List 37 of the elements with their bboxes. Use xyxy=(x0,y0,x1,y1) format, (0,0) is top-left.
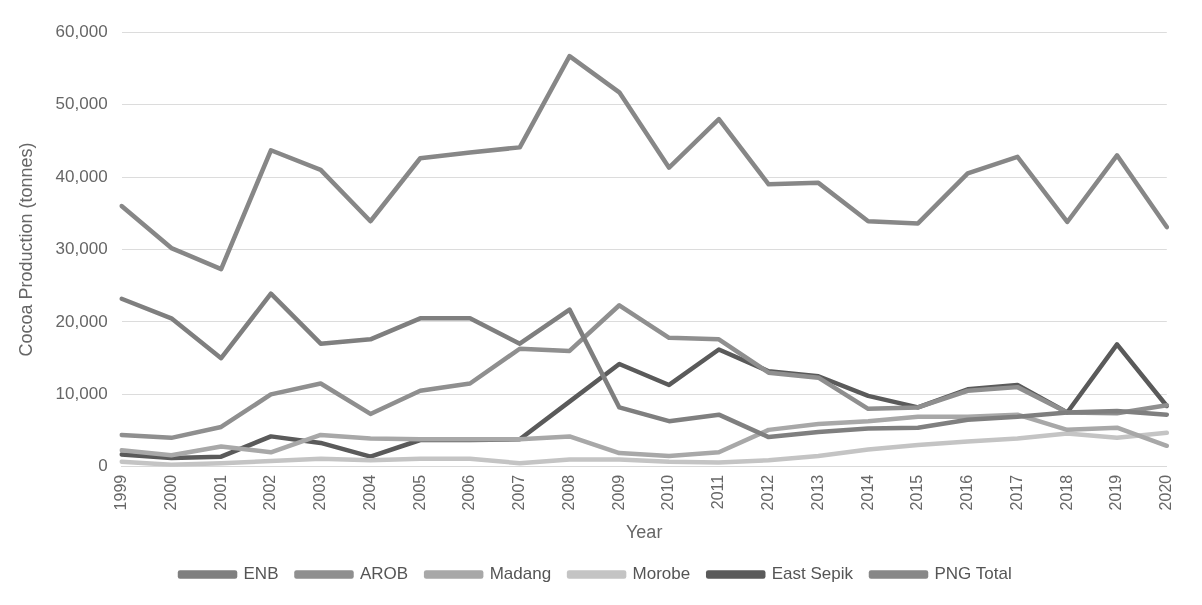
legend-label: East Sepik xyxy=(771,564,854,584)
x-tick-label: 2016 xyxy=(958,474,976,511)
x-tick-label: 2002 xyxy=(261,474,279,511)
y-tick-label: 20,000 xyxy=(55,311,108,331)
x-tick-label: 2008 xyxy=(559,474,577,511)
x-tick-label: 1999 xyxy=(112,474,129,511)
x-tick-label: 2004 xyxy=(360,474,378,511)
y-tick-label: 0 xyxy=(98,456,108,476)
x-tick-label: 2017 xyxy=(1007,474,1025,511)
x-tick-label: 2019 xyxy=(1107,474,1125,511)
y-tick-label: 50,000 xyxy=(55,94,108,114)
x-tick-label: 2018 xyxy=(1057,474,1075,511)
y-tick-label: 40,000 xyxy=(55,166,108,186)
x-tick-label: 2006 xyxy=(460,474,478,511)
y-axis-title: Cocoa Production (tonnes) xyxy=(15,142,36,357)
x-axis-title: Year xyxy=(626,522,663,543)
legend-label: Morobe xyxy=(632,564,691,584)
x-tick-label: 2011 xyxy=(709,474,727,510)
x-tick-label: 2010 xyxy=(659,474,677,511)
y-tick-label: 60,000 xyxy=(55,21,108,41)
x-tick-label: 2013 xyxy=(808,474,826,511)
x-tick-label: 2014 xyxy=(858,474,876,511)
legend-label: Madang xyxy=(489,564,552,584)
x-tick-label: 2012 xyxy=(759,474,777,511)
legend-label: AROB xyxy=(359,564,409,584)
x-tick-label: 2003 xyxy=(311,474,329,511)
y-tick-label: 10,000 xyxy=(55,384,108,404)
legend-label: ENB xyxy=(243,564,279,584)
x-tick-label: 2007 xyxy=(510,474,528,511)
x-tick-label: 2020 xyxy=(1157,474,1175,511)
x-tick-label: 2015 xyxy=(908,474,926,511)
x-tick-label: 2001 xyxy=(211,474,229,511)
x-tick-label: 2005 xyxy=(410,474,428,511)
x-tick-label: 2009 xyxy=(609,474,627,511)
x-tick-label: 2000 xyxy=(161,474,179,511)
legend-label: PNG Total xyxy=(934,564,1012,584)
y-tick-label: 30,000 xyxy=(55,239,108,259)
